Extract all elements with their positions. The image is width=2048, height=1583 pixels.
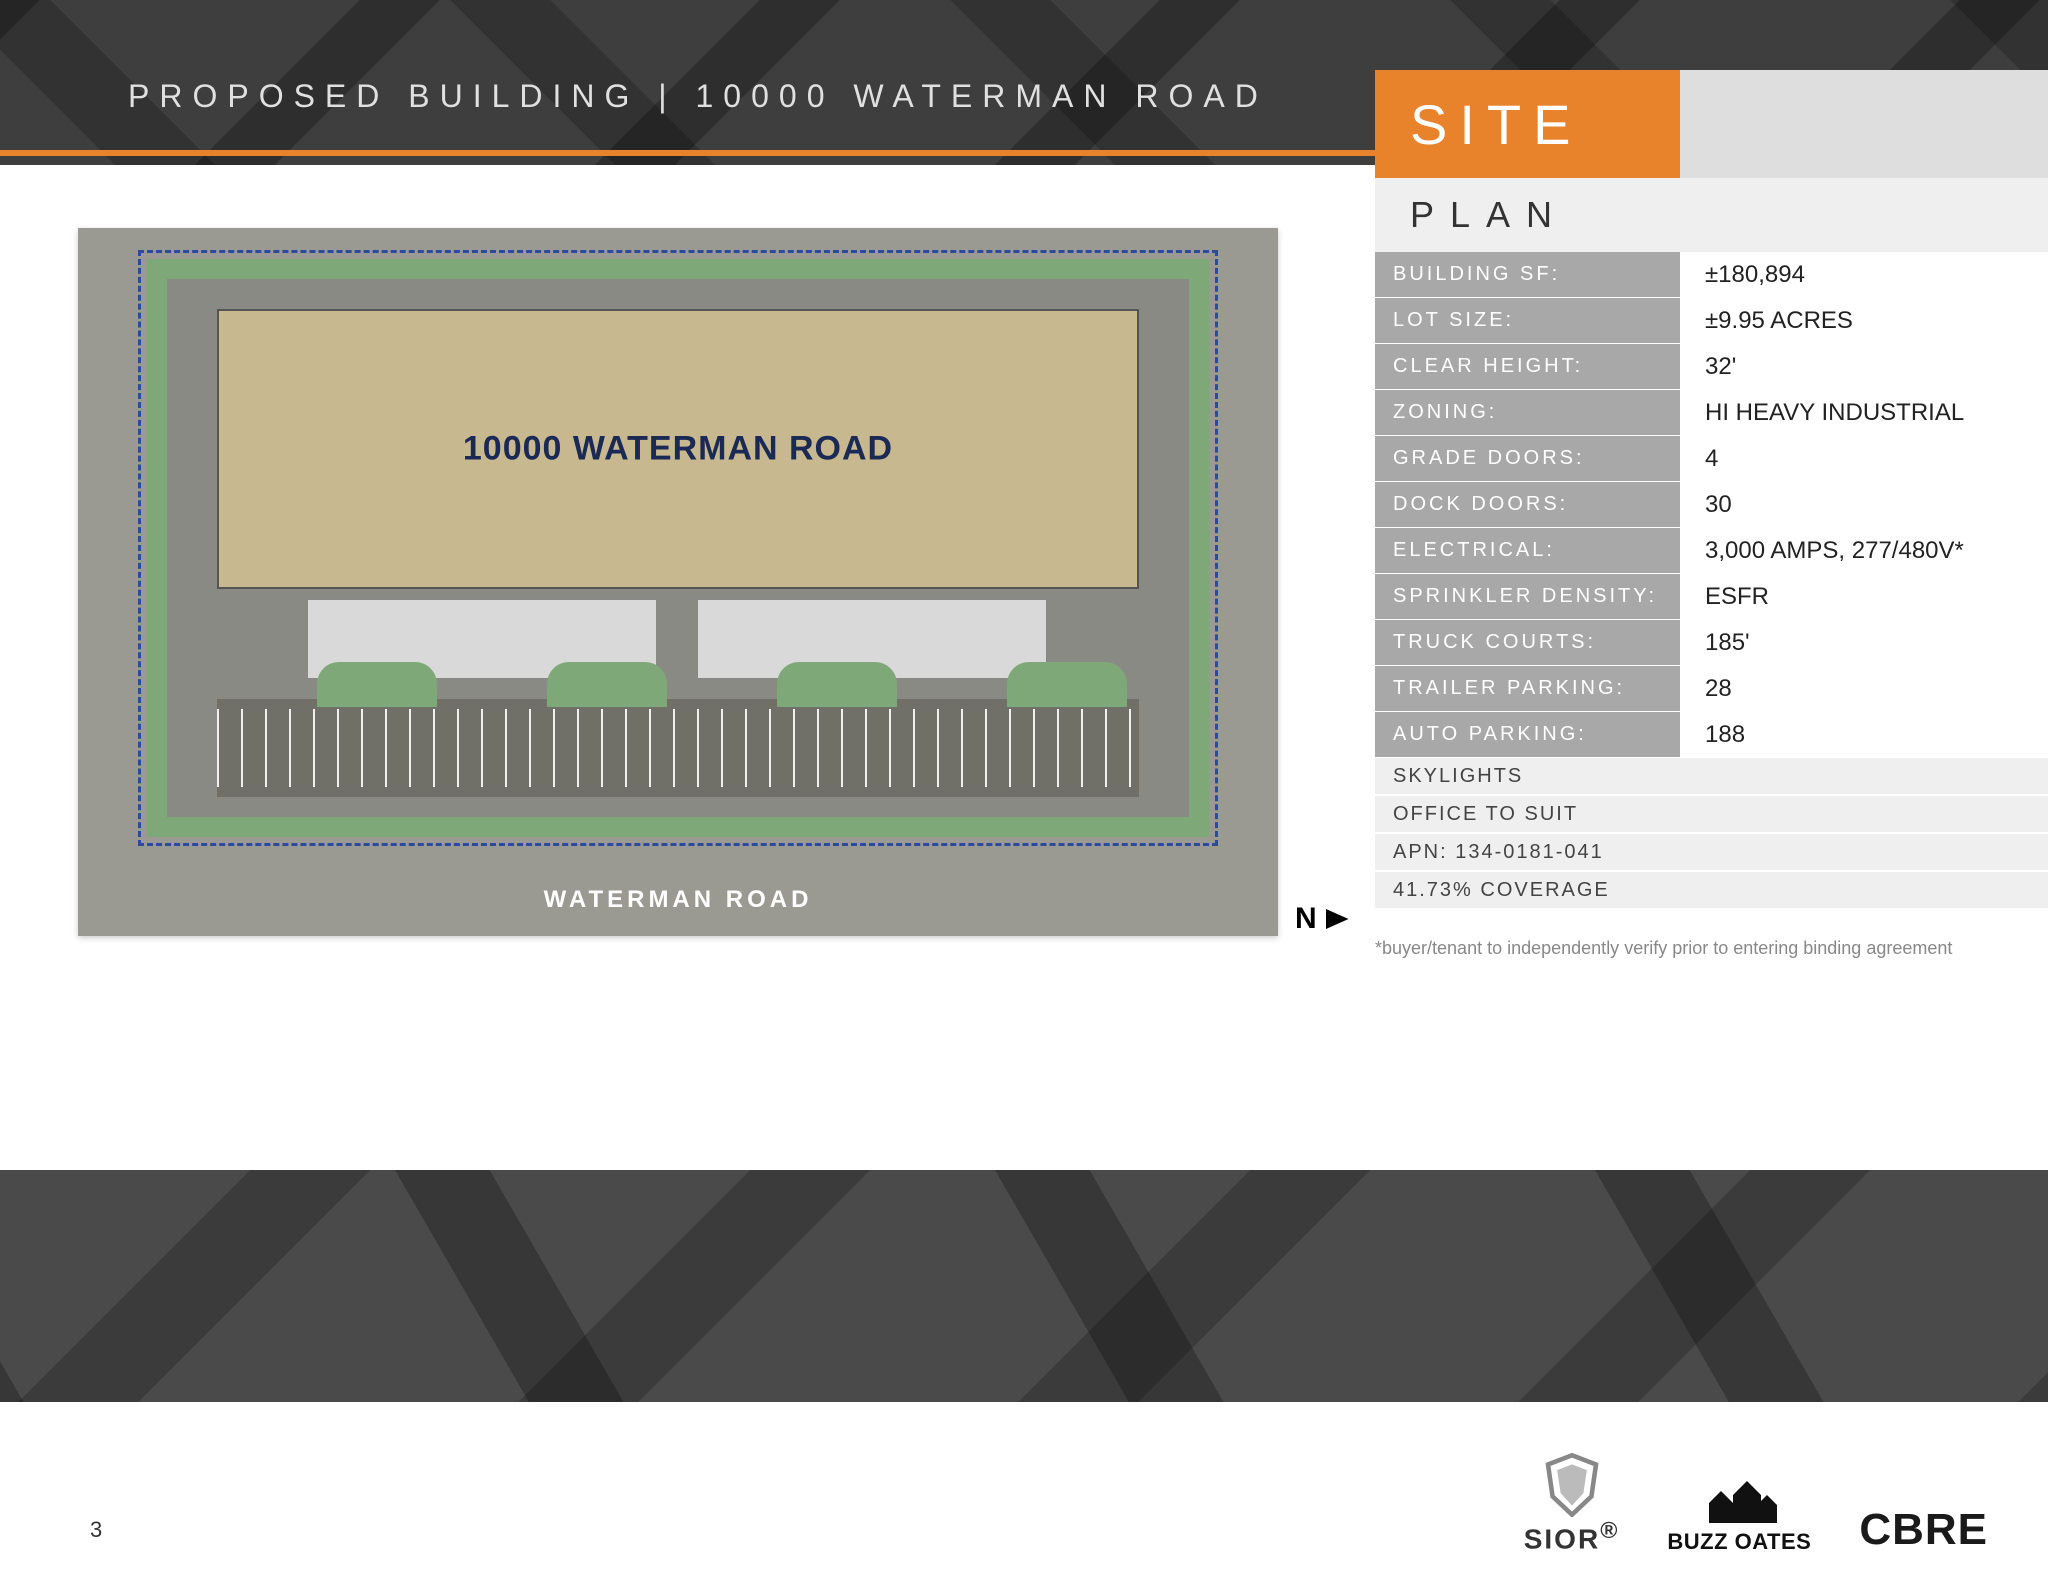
parking-area: [217, 699, 1139, 797]
extra-rows: SKYLIGHTS OFFICE TO SUIT APN: 134-0181-0…: [1375, 758, 2048, 910]
spec-value: HI HEAVY INDUSTRIAL: [1680, 390, 2048, 436]
spec-label: CLEAR HEIGHT:: [1375, 344, 1680, 390]
spec-table: BUILDING SF:±180,894 LOT SIZE:±9.95 ACRE…: [1375, 252, 2048, 910]
spec-label: BUILDING SF:: [1375, 252, 1680, 298]
spec-label: AUTO PARKING:: [1375, 712, 1680, 758]
spec-value: 28: [1680, 666, 2048, 712]
header-spacer: [1680, 70, 2048, 178]
spec-label: ZONING:: [1375, 390, 1680, 436]
north-label: N: [1295, 902, 1317, 936]
table-row: CLEAR HEIGHT:32': [1375, 344, 2048, 390]
table-row: ELECTRICAL:3,000 AMPS, 277/480V*: [1375, 528, 2048, 574]
table-row: SPRINKLER DENSITY:ESFR: [1375, 574, 2048, 620]
page-title: PROPOSED BUILDING | 10000 WATERMAN ROAD: [128, 78, 1268, 115]
parking-stripes: [217, 717, 1139, 787]
footer-band: [0, 1170, 2048, 1402]
shield-icon: [1543, 1453, 1601, 1517]
parking-island: [317, 662, 437, 707]
spec-value: ±180,894: [1680, 252, 2048, 298]
spec-label: LOT SIZE:: [1375, 298, 1680, 344]
spec-label: ELECTRICAL:: [1375, 528, 1680, 574]
table-row: GRADE DOORS:4: [1375, 436, 2048, 482]
landscaping: 10000 WATERMAN ROAD: [147, 259, 1209, 837]
table-row: BUILDING SF:±180,894: [1375, 252, 2048, 298]
spec-value: 185': [1680, 620, 2048, 666]
parking-island: [777, 662, 897, 707]
spec-value: 4: [1680, 436, 2048, 482]
buzz-oates-logo: BUZZ OATES: [1667, 1473, 1811, 1555]
site-heading-text: SITE: [1410, 92, 1582, 157]
site-heading: SITE: [1375, 70, 1680, 178]
spec-value: ±9.95 ACRES: [1680, 298, 2048, 344]
table-row: DOCK DOORS:30: [1375, 482, 2048, 528]
spec-value: 32': [1680, 344, 2048, 390]
page-number: 3: [90, 1517, 102, 1543]
paving: 10000 WATERMAN ROAD: [167, 279, 1189, 817]
logos-row: SIOR® BUZZ OATES CBRE: [1524, 1453, 1988, 1555]
table-row: ZONING:HI HEAVY INDUSTRIAL: [1375, 390, 2048, 436]
building-footprint: 10000 WATERMAN ROAD: [217, 309, 1139, 589]
spec-label: TRAILER PARKING:: [1375, 666, 1680, 712]
extra-row: OFFICE TO SUIT: [1375, 796, 2048, 834]
sior-logo: SIOR®: [1524, 1453, 1620, 1555]
road-label: WATERMAN ROAD: [544, 886, 813, 914]
spec-value: ESFR: [1680, 574, 2048, 620]
plan-heading: PLAN: [1375, 178, 2048, 252]
sior-text: SIOR®: [1524, 1517, 1620, 1555]
extra-row: SKYLIGHTS: [1375, 758, 2048, 796]
arrow-right-icon: [1321, 904, 1351, 934]
spec-label: DOCK DOORS:: [1375, 482, 1680, 528]
spec-label: SPRINKLER DENSITY:: [1375, 574, 1680, 620]
building-label: 10000 WATERMAN ROAD: [463, 430, 893, 469]
spec-value: 188: [1680, 712, 2048, 758]
table-row: TRUCK COURTS:185': [1375, 620, 2048, 666]
spec-label: GRADE DOORS:: [1375, 436, 1680, 482]
extra-row: 41.73% COVERAGE: [1375, 872, 2048, 910]
parking-island: [1007, 662, 1127, 707]
spec-value: 30: [1680, 482, 2048, 528]
extra-row: APN: 134-0181-041: [1375, 834, 2048, 872]
parking-island: [547, 662, 667, 707]
buildings-icon: [1699, 1473, 1779, 1529]
table-row: TRAILER PARKING:28: [1375, 666, 2048, 712]
property-boundary: 10000 WATERMAN ROAD: [138, 250, 1218, 846]
site-plan: 10000 WATERMAN ROAD WATERMAN ROAD: [78, 228, 1278, 936]
spec-value: 3,000 AMPS, 277/480V*: [1680, 528, 2048, 574]
footnote: *buyer/tenant to independently verify pr…: [1375, 938, 2038, 959]
table-row: AUTO PARKING:188: [1375, 712, 2048, 758]
table-row: LOT SIZE:±9.95 ACRES: [1375, 298, 2048, 344]
cbre-logo: CBRE: [1859, 1505, 1988, 1555]
plan-heading-text: PLAN: [1410, 194, 1568, 236]
accent-rule: [0, 150, 1375, 156]
spec-label: TRUCK COURTS:: [1375, 620, 1680, 666]
buzz-oates-text: BUZZ OATES: [1667, 1529, 1811, 1555]
north-arrow: N: [1295, 902, 1351, 936]
